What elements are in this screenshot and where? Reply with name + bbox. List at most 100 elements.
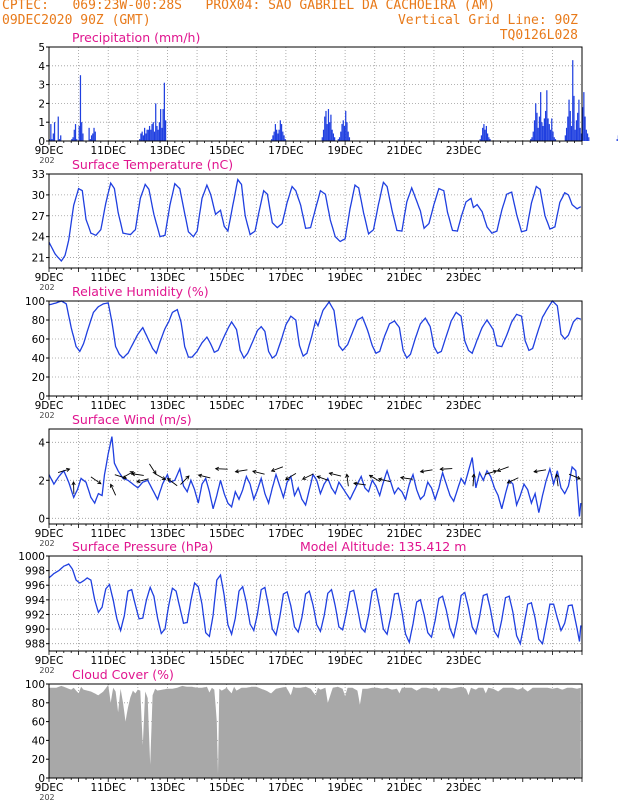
wind-arrow-head (419, 469, 425, 474)
wind-arrow-head (345, 473, 350, 478)
wind-arrow (439, 467, 453, 472)
x-tick-label: 19DEC (327, 782, 362, 794)
precip-bar (144, 127, 146, 141)
y-tick-label: 990 (25, 624, 45, 636)
precip-bar (536, 112, 538, 141)
x-tick-label: 23DEC (446, 272, 481, 284)
x-tick-label: 15DEC (209, 400, 244, 412)
wind-arrow-shaft (400, 477, 413, 480)
precip-bar (554, 139, 557, 141)
model-altitude-label: Model Altitude: 135.412 m (300, 539, 466, 554)
x-tick-label: 19DEC (327, 528, 362, 540)
precip-bar (92, 133, 94, 141)
wind-arrow-head (97, 480, 102, 485)
precip-bar (343, 125, 346, 141)
precip-bar (79, 75, 82, 141)
precip-bar (284, 139, 286, 141)
precip-bar (586, 133, 589, 141)
precip-bar (90, 135, 93, 141)
precip-bar (276, 129, 278, 141)
precip-bar (82, 133, 84, 141)
precip-bar (341, 124, 343, 141)
precip-bar (280, 124, 283, 141)
wind-arrow-head (471, 473, 476, 478)
wind-arrow-shaft (110, 484, 117, 496)
precip-bar (272, 135, 274, 141)
x-tick-label: 9DEC (35, 400, 64, 412)
precip-bar (76, 139, 78, 141)
grid-line-label: Vertical Grid Line: 90Z (397, 13, 578, 28)
wind-arrow-head (130, 472, 136, 477)
wind-arrow-shaft (346, 474, 349, 487)
precip-bar (148, 125, 151, 141)
precip-bar (569, 110, 571, 141)
wind-arrow (136, 478, 149, 484)
wind-arrow-head (234, 469, 239, 474)
x-tick-label: 23DEC (446, 655, 481, 667)
x-tick-label: 23DEC (446, 528, 481, 540)
precip-bar (142, 135, 145, 141)
panel-title-cloud: Cloud Cover (%) (72, 667, 174, 682)
precip-bar (57, 116, 59, 141)
wind-arrow-shaft (420, 469, 433, 473)
wind-arrow-shaft (285, 473, 297, 480)
wind-arrow (377, 477, 391, 483)
x-tick-label: 17DEC (268, 145, 303, 157)
precip-bar (482, 127, 484, 141)
precip-bar (532, 131, 534, 141)
panel-frame (48, 46, 583, 142)
y-tick-label: 40 (32, 735, 45, 747)
x-tick-label: 21DEC (387, 782, 422, 794)
precip-bar (537, 127, 539, 141)
precip-bar (479, 139, 481, 141)
wind-arrow-head (284, 476, 290, 481)
wind-arrow-shaft (122, 471, 134, 478)
x-tick-label: 17DEC (268, 528, 303, 540)
y-tick-label: 80 (32, 698, 45, 710)
y-tick-label: 996 (25, 580, 45, 592)
precip-bar (322, 129, 325, 141)
run-date-label: 09DEC2020 90Z (GMT) (2, 13, 151, 28)
wind-arrow-head (353, 481, 358, 486)
precip-bar (570, 125, 573, 141)
x-tick-label: 13DEC (150, 528, 185, 540)
wind-arrow-head (533, 469, 538, 474)
precip-bar (546, 90, 548, 141)
precip-bar (279, 120, 281, 141)
precip-bar (74, 124, 77, 141)
year-stub: 202 (39, 283, 54, 292)
x-tick-label: 9DEC (35, 272, 64, 284)
wind-arrow-head (71, 480, 76, 486)
wind-arrow (270, 466, 284, 472)
precip-bar (51, 139, 53, 141)
wind-arrow (368, 474, 381, 482)
precip-bar (565, 127, 568, 141)
x-tick-label: 11DEC (91, 272, 126, 284)
precip-bar (53, 122, 56, 141)
x-tick-label: 17DEC (268, 400, 303, 412)
panel-title-temp: Surface Temperature (nC) (72, 157, 233, 172)
year-stub: 202 (39, 156, 54, 165)
precip-bar (533, 120, 536, 141)
wind-arrow-head (270, 468, 276, 472)
y-tick-label: 998 (25, 566, 45, 578)
wind-arrow-head (166, 478, 172, 482)
precip-bar (329, 122, 331, 141)
precip-bar (155, 103, 157, 141)
precip-bar (567, 116, 569, 141)
precip-bar (73, 129, 75, 141)
precip-bar (578, 99, 580, 141)
precip-bar (327, 109, 330, 141)
precip-bar (484, 129, 486, 141)
precip-bar (89, 139, 91, 141)
precip-bar (156, 125, 158, 141)
wind-arrow-head (109, 483, 114, 488)
precip-bar (553, 137, 555, 141)
press-line (48, 563, 582, 646)
precip-bar (146, 129, 148, 141)
precip-bar (480, 135, 483, 141)
precip-bar (150, 129, 152, 141)
precip-bar (542, 125, 544, 141)
wind-arrow (399, 475, 413, 481)
precip-bar (141, 131, 143, 141)
